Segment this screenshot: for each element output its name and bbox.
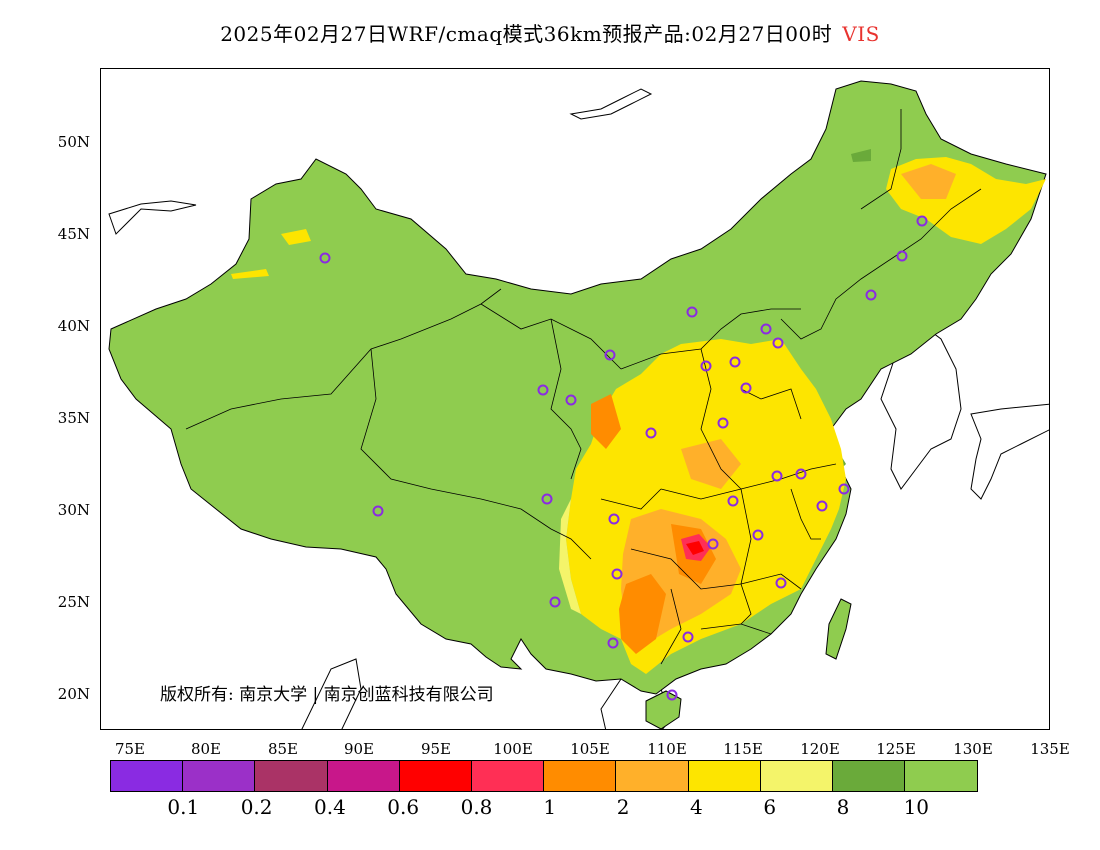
lon-label: 110E [647,740,687,758]
lon-label: 105E [570,740,610,758]
station-marker [916,215,928,227]
legend-label: 6 [763,795,777,819]
lon-label: 90E [343,740,375,758]
dark-green-patch [851,149,871,162]
station-marker [729,356,741,368]
lon-label: 125E [876,740,916,758]
station-marker [372,505,384,517]
station-marker [717,417,729,429]
station-marker [611,568,623,580]
lat-label: 20N [57,685,90,703]
lon-label: 120E [800,740,840,758]
copyright-text: 版权所有: 南京大学 | 南京创蓝科技有限公司 [160,685,494,705]
title-variable: VIS [842,22,880,46]
title-text: 2025年02月27日WRF/cmaq模式36km预报产品:02月27日00时 [220,22,833,46]
station-marker [752,529,764,541]
taiwan-island [825,598,852,660]
legend-label: 10 [903,795,930,819]
legend-swatch [399,761,472,791]
legend-label: 4 [690,795,703,819]
station-marker [607,637,619,649]
station-marker [608,513,620,525]
legend-label: 1 [543,795,557,819]
haze-xinjiang [281,229,311,245]
haze-dark-orange [591,394,621,449]
station-marker [319,252,331,264]
legend-label: 0.4 [313,795,346,819]
legend-swatch [327,761,400,791]
lon-label: 80E [190,740,222,758]
coastline-india [301,658,362,729]
station-marker [700,360,712,372]
station-marker [816,500,828,512]
legend-swatch [832,761,906,791]
haze-northeast-orange [901,164,956,199]
coastline-caspian [108,200,197,235]
station-marker [537,384,549,396]
station-marker [666,689,678,701]
station-marker [896,250,908,262]
station-marker [865,289,877,301]
lon-label: 115E [723,740,763,758]
lat-label: 45N [57,225,90,243]
legend-label: 0.8 [460,795,493,819]
station-marker [771,470,783,482]
map-canvas [108,80,1049,729]
station-marker [740,382,752,394]
station-marker [645,427,657,439]
station-markers [319,215,928,701]
station-marker [775,577,787,589]
lon-label: 85E [267,740,299,758]
station-marker [682,631,694,643]
lat-label: 40N [57,317,90,335]
haze-orange [681,439,741,489]
legend-label: 0.6 [387,795,420,819]
legend-swatch [616,761,689,791]
map-frame [100,68,1050,730]
coastline-japan [970,403,1049,500]
legend-swatch [111,761,184,791]
lon-label: 100E [493,740,533,758]
haze-fringe [559,499,581,614]
lat-label: 25N [57,593,90,611]
station-marker [838,483,850,495]
hainan-island [645,690,682,729]
lat-label: 50N [57,133,90,151]
legend-label: 0.2 [240,795,273,819]
map-title: 2025年02月27日WRF/cmaq模式36km预报产品:02月27日00时 V… [0,18,1100,47]
coastline-sakhalin [569,88,653,120]
legend-swatch [905,761,978,791]
lat-label: 30N [57,501,90,519]
station-marker [604,349,616,361]
legend-label: 0.1 [167,795,200,819]
station-marker [707,538,719,550]
haze-xinjiang [231,269,269,279]
lat-label: 35N [57,409,90,427]
province-boundaries [185,109,982,665]
lon-label: 75E [114,740,146,758]
legend-swatch [544,761,617,791]
legend-label: 8 [836,795,850,819]
station-marker [760,323,772,335]
station-marker [549,596,561,608]
haze-red [686,541,704,555]
haze-dark-orange [619,574,666,654]
station-marker [795,468,807,480]
color-legend [110,760,979,792]
station-marker [541,493,553,505]
station-marker [686,306,698,318]
legend-swatch [183,761,256,791]
station-marker [565,394,577,406]
legend-swatch [688,761,761,791]
legend-swatch [760,761,833,791]
lon-label: 95E [420,740,452,758]
station-marker [727,495,739,507]
legend-label: 2 [616,795,630,819]
coastline-korea [880,323,962,490]
lon-label: 135E [1030,740,1070,758]
station-marker [772,337,784,349]
lon-label: 130E [953,740,993,758]
legend-swatch [471,761,545,791]
legend-swatch [255,761,328,791]
